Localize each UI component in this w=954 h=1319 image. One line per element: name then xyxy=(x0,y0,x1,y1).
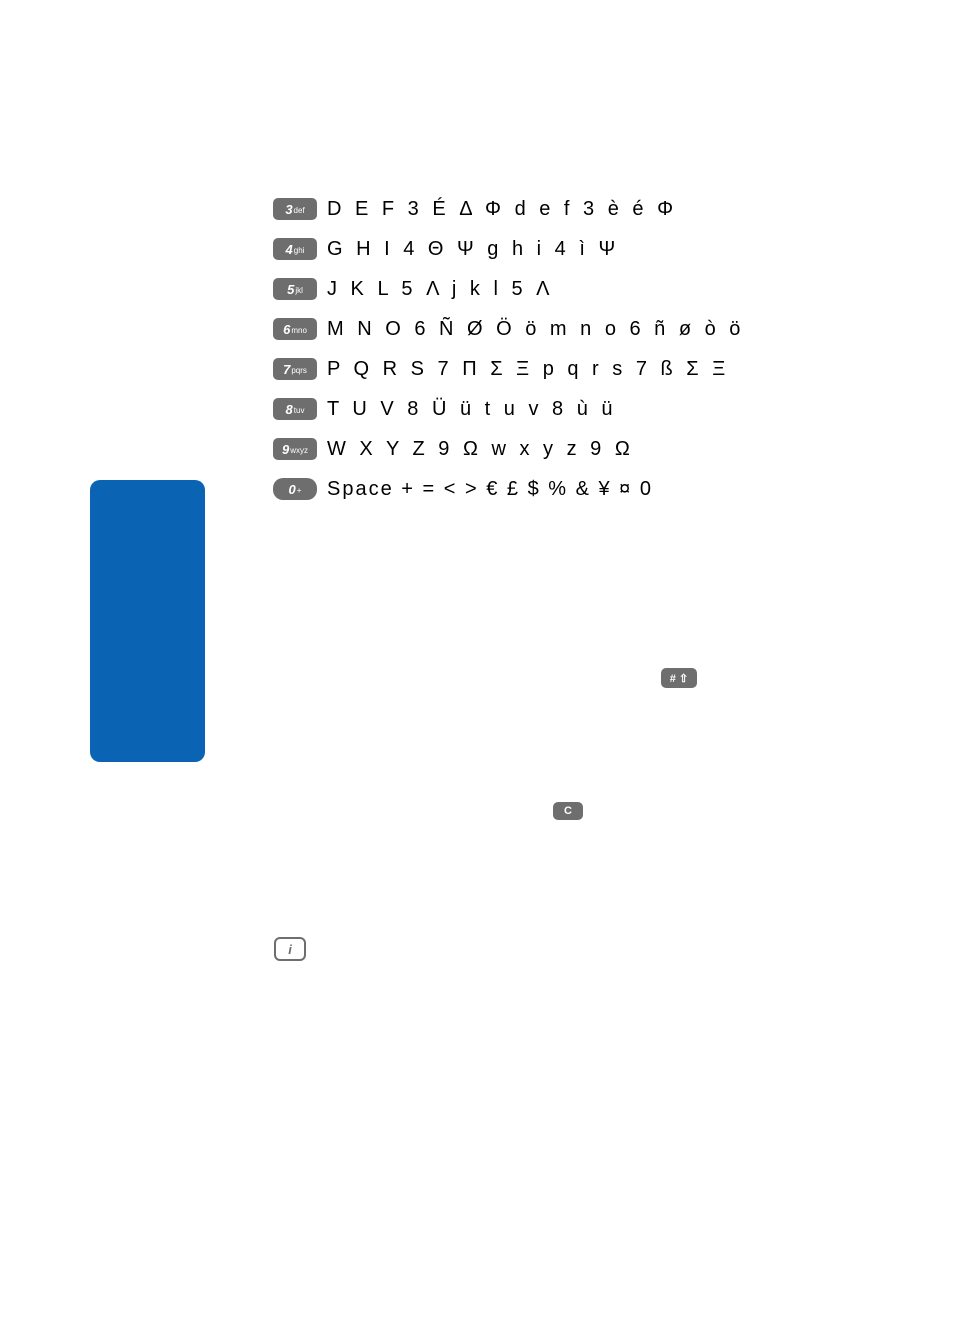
row-chars-4: G H I 4 Θ Ψ g h i 4 ì Ψ xyxy=(327,238,619,261)
clear-key-label: C xyxy=(564,805,572,817)
key-digit: 5 xyxy=(287,282,294,297)
key-digit: 8 xyxy=(286,402,293,417)
clear-key-icon: C xyxy=(553,802,583,820)
key-letters: def xyxy=(294,206,305,215)
key-badge-7: 7pqrs xyxy=(273,358,317,380)
row-0: 0+ Space + = < > € £ $ % & ¥ ¤ 0 xyxy=(273,475,833,503)
hash-key-label: # ⇧ xyxy=(670,672,688,685)
key-digit: 0 xyxy=(289,482,296,497)
row-chars-7: P Q R S 7 Π Σ Ξ p q r s 7 ß Σ Ξ xyxy=(327,358,729,381)
character-table: 3def D E F 3 É Δ Φ d e f 3 è é Φ 4ghi G … xyxy=(273,195,833,515)
key-badge-9: 9wxyz xyxy=(273,438,317,460)
key-letters: + xyxy=(297,486,302,495)
key-badge-6: 6mno xyxy=(273,318,317,340)
key-digit: 3 xyxy=(285,202,292,217)
row-9: 9wxyz W X Y Z 9 Ω w x y z 9 Ω xyxy=(273,435,833,463)
info-label: i xyxy=(288,942,292,957)
key-digit: 6 xyxy=(283,322,290,337)
key-letters: jkl xyxy=(295,286,303,295)
row-chars-5: J K L 5 Λ j k l 5 Λ xyxy=(327,278,553,301)
key-letters: pqrs xyxy=(291,366,307,375)
key-letters: ghi xyxy=(294,246,305,255)
key-letters: tuv xyxy=(294,406,305,415)
row-chars-0: Space + = < > € £ $ % & ¥ ¤ 0 xyxy=(327,478,653,501)
key-letters: mno xyxy=(291,326,307,335)
row-chars-9: W X Y Z 9 Ω w x y z 9 Ω xyxy=(327,438,634,461)
key-badge-4: 4ghi xyxy=(273,238,317,260)
hash-key-icon: # ⇧ xyxy=(661,668,697,688)
row-5: 5jkl J K L 5 Λ j k l 5 Λ xyxy=(273,275,833,303)
key-badge-0: 0+ xyxy=(273,478,317,500)
row-3: 3def D E F 3 É Δ Φ d e f 3 è é Φ xyxy=(273,195,833,223)
row-chars-6: M N O 6 Ñ Ø Ö ö m n o 6 ñ ø ò ö xyxy=(327,318,744,341)
row-chars-8: T U V 8 Ü ü t u v 8 ù ü xyxy=(327,398,617,421)
key-letters: wxyz xyxy=(290,446,308,455)
row-8: 8tuv T U V 8 Ü ü t u v 8 ù ü xyxy=(273,395,833,423)
key-badge-3: 3def xyxy=(273,198,317,220)
key-digit: 7 xyxy=(283,362,290,377)
row-6: 6mno M N O 6 Ñ Ø Ö ö m n o 6 ñ ø ò ö xyxy=(273,315,833,343)
key-digit: 9 xyxy=(282,442,289,457)
row-7: 7pqrs P Q R S 7 Π Σ Ξ p q r s 7 ß Σ Ξ xyxy=(273,355,833,383)
key-badge-8: 8tuv xyxy=(273,398,317,420)
key-badge-5: 5jkl xyxy=(273,278,317,300)
sidebar-tab xyxy=(90,480,205,762)
key-digit: 4 xyxy=(286,242,293,257)
info-icon: i xyxy=(274,937,306,961)
row-4: 4ghi G H I 4 Θ Ψ g h i 4 ì Ψ xyxy=(273,235,833,263)
row-chars-3: D E F 3 É Δ Φ d e f 3 è é Φ xyxy=(327,198,677,221)
